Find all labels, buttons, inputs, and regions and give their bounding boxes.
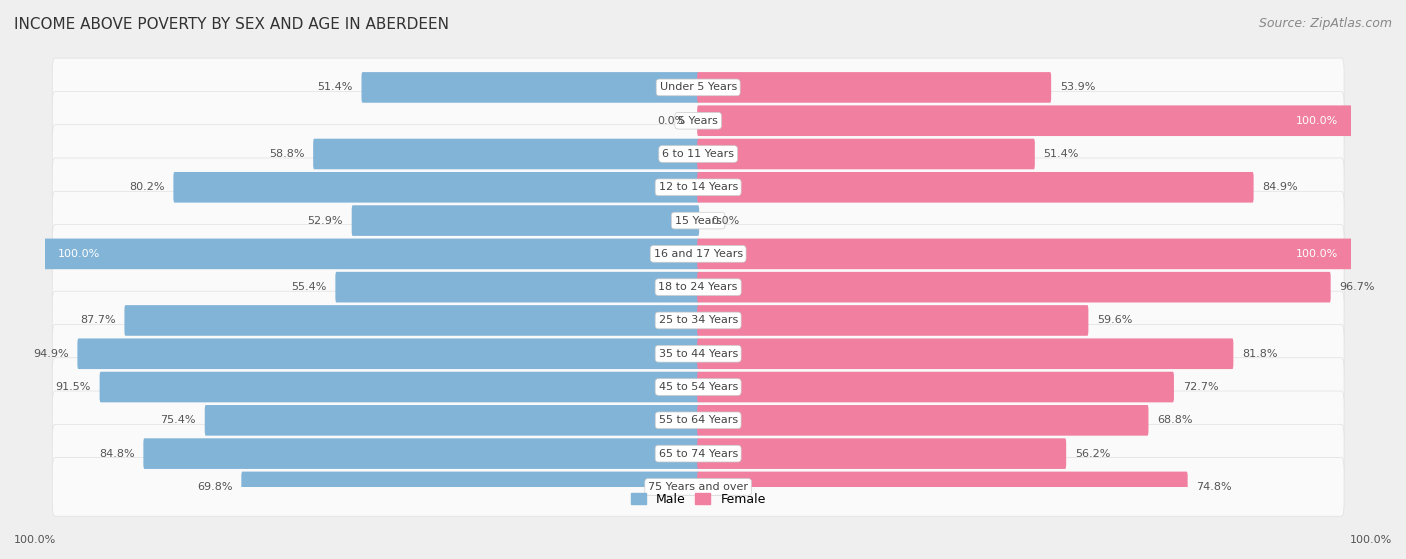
Text: 35 to 44 Years: 35 to 44 Years (658, 349, 738, 359)
FancyBboxPatch shape (697, 172, 1254, 202)
FancyBboxPatch shape (242, 472, 699, 502)
FancyBboxPatch shape (52, 258, 1344, 316)
FancyBboxPatch shape (352, 205, 699, 236)
Text: 91.5%: 91.5% (55, 382, 91, 392)
Text: 45 to 54 Years: 45 to 54 Years (658, 382, 738, 392)
Text: 84.9%: 84.9% (1263, 182, 1298, 192)
FancyBboxPatch shape (697, 305, 1088, 336)
Text: 55 to 64 Years: 55 to 64 Years (658, 415, 738, 425)
Text: 80.2%: 80.2% (129, 182, 165, 192)
FancyBboxPatch shape (100, 372, 699, 402)
FancyBboxPatch shape (52, 458, 1344, 516)
Text: 5 Years: 5 Years (678, 116, 718, 126)
FancyBboxPatch shape (205, 405, 699, 435)
FancyBboxPatch shape (697, 438, 1066, 469)
Text: 0.0%: 0.0% (657, 116, 685, 126)
Text: 18 to 24 Years: 18 to 24 Years (658, 282, 738, 292)
Text: Source: ZipAtlas.com: Source: ZipAtlas.com (1258, 17, 1392, 30)
Text: 6 to 11 Years: 6 to 11 Years (662, 149, 734, 159)
Text: Under 5 Years: Under 5 Years (659, 82, 737, 92)
Text: 75 Years and over: 75 Years and over (648, 482, 748, 492)
Text: 12 to 14 Years: 12 to 14 Years (658, 182, 738, 192)
Legend: Male, Female: Male, Female (626, 488, 770, 511)
FancyBboxPatch shape (697, 72, 1052, 103)
FancyBboxPatch shape (697, 139, 1035, 169)
FancyBboxPatch shape (52, 424, 1344, 483)
FancyBboxPatch shape (52, 291, 1344, 350)
Text: 51.4%: 51.4% (1043, 149, 1078, 159)
FancyBboxPatch shape (697, 405, 1149, 435)
FancyBboxPatch shape (336, 272, 699, 302)
Text: 69.8%: 69.8% (197, 482, 232, 492)
Text: 25 to 34 Years: 25 to 34 Years (658, 315, 738, 325)
FancyBboxPatch shape (697, 372, 1174, 402)
Text: 81.8%: 81.8% (1241, 349, 1278, 359)
FancyBboxPatch shape (173, 172, 699, 202)
Text: 68.8%: 68.8% (1157, 415, 1192, 425)
Text: 59.6%: 59.6% (1097, 315, 1133, 325)
FancyBboxPatch shape (52, 324, 1344, 383)
FancyBboxPatch shape (361, 72, 699, 103)
FancyBboxPatch shape (697, 338, 1233, 369)
FancyBboxPatch shape (52, 225, 1344, 283)
Text: 100.0%: 100.0% (1296, 116, 1339, 126)
Text: 15 Years: 15 Years (675, 216, 721, 226)
FancyBboxPatch shape (52, 92, 1344, 150)
FancyBboxPatch shape (77, 338, 699, 369)
Text: 51.4%: 51.4% (318, 82, 353, 92)
Text: 56.2%: 56.2% (1076, 449, 1111, 458)
FancyBboxPatch shape (52, 358, 1344, 416)
Text: 100.0%: 100.0% (1296, 249, 1339, 259)
Text: 16 and 17 Years: 16 and 17 Years (654, 249, 742, 259)
Text: 94.9%: 94.9% (32, 349, 69, 359)
Text: 52.9%: 52.9% (308, 216, 343, 226)
FancyBboxPatch shape (44, 239, 699, 269)
FancyBboxPatch shape (52, 58, 1344, 117)
FancyBboxPatch shape (52, 191, 1344, 250)
Text: 53.9%: 53.9% (1060, 82, 1095, 92)
Text: INCOME ABOVE POVERTY BY SEX AND AGE IN ABERDEEN: INCOME ABOVE POVERTY BY SEX AND AGE IN A… (14, 17, 449, 32)
Text: 100.0%: 100.0% (1350, 535, 1392, 545)
Text: 75.4%: 75.4% (160, 415, 195, 425)
Text: 74.8%: 74.8% (1197, 482, 1232, 492)
FancyBboxPatch shape (314, 139, 699, 169)
Text: 72.7%: 72.7% (1182, 382, 1219, 392)
Text: 96.7%: 96.7% (1340, 282, 1375, 292)
Text: 84.8%: 84.8% (98, 449, 135, 458)
FancyBboxPatch shape (52, 125, 1344, 183)
Text: 100.0%: 100.0% (14, 535, 56, 545)
FancyBboxPatch shape (52, 391, 1344, 449)
FancyBboxPatch shape (697, 239, 1353, 269)
FancyBboxPatch shape (697, 472, 1188, 502)
Text: 0.0%: 0.0% (711, 216, 740, 226)
Text: 100.0%: 100.0% (58, 249, 100, 259)
FancyBboxPatch shape (124, 305, 699, 336)
FancyBboxPatch shape (697, 272, 1330, 302)
Text: 87.7%: 87.7% (80, 315, 115, 325)
FancyBboxPatch shape (52, 158, 1344, 216)
Text: 55.4%: 55.4% (291, 282, 326, 292)
Text: 58.8%: 58.8% (269, 149, 304, 159)
FancyBboxPatch shape (697, 106, 1353, 136)
FancyBboxPatch shape (143, 438, 699, 469)
Text: 65 to 74 Years: 65 to 74 Years (658, 449, 738, 458)
